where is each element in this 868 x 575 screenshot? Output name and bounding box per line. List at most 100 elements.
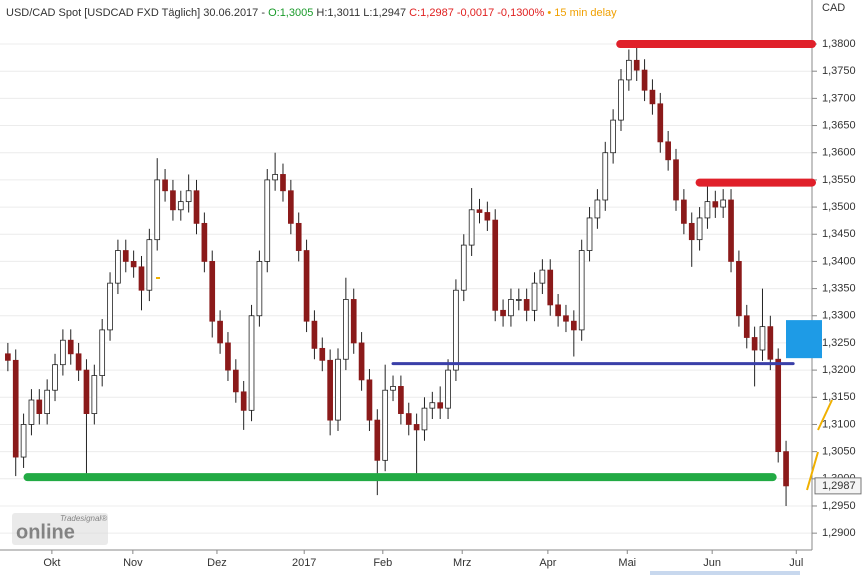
candle-body xyxy=(185,190,192,203)
y-axis-label: CAD xyxy=(822,2,845,14)
candle-body xyxy=(688,222,695,241)
y-tick-label: 1,3150 xyxy=(822,391,856,403)
candle-body xyxy=(130,261,137,268)
scrollbar[interactable] xyxy=(650,571,800,575)
y-tick-label: 1,3450 xyxy=(822,228,856,240)
candle-body xyxy=(146,239,153,291)
drawing-line xyxy=(806,451,819,491)
candle-body xyxy=(225,342,231,371)
candle-body xyxy=(445,369,451,409)
candle-body xyxy=(272,174,278,181)
y-tick-label: 1,3100 xyxy=(822,418,856,430)
candle-body xyxy=(44,389,51,414)
candle-body xyxy=(343,299,349,360)
candle-body xyxy=(295,222,302,251)
candle-body xyxy=(201,222,208,262)
candle-body xyxy=(626,59,632,81)
candle-body xyxy=(107,282,113,331)
candle-body xyxy=(20,424,27,458)
candle-body xyxy=(382,389,389,461)
candle-body xyxy=(52,364,58,391)
y-tick-label: 1,3400 xyxy=(822,255,856,267)
x-tick-label: Apr xyxy=(539,557,556,569)
chart-header: USD/CAD Spot [USDCAD FXD Täglich] 30.06.… xyxy=(6,7,617,19)
candle-body xyxy=(91,375,98,414)
candle-body xyxy=(681,199,687,224)
candle-body xyxy=(783,451,789,487)
candle-body xyxy=(358,342,365,381)
y-tick-label: 1,3350 xyxy=(822,282,856,294)
candle-body xyxy=(390,386,396,391)
candle-body xyxy=(743,315,750,338)
candle-body xyxy=(413,424,420,431)
candle-body xyxy=(468,209,475,246)
y-tick-label: 1,3600 xyxy=(822,147,856,159)
candle-body xyxy=(303,250,310,322)
y-tick-label: 1,3050 xyxy=(822,446,856,458)
candle-body xyxy=(405,413,412,425)
x-tick-label: Mrz xyxy=(453,557,471,569)
candle-body xyxy=(673,159,679,201)
candle-body xyxy=(366,379,373,421)
candle-body xyxy=(170,190,176,211)
y-tick-label: 1,3550 xyxy=(822,174,856,186)
candle-body xyxy=(115,250,121,284)
candle-body xyxy=(75,353,82,371)
candle-body xyxy=(523,299,530,311)
zone-box xyxy=(786,320,822,359)
x-tick-label: Jul xyxy=(789,557,803,569)
candle-body xyxy=(555,304,561,317)
candle-body xyxy=(122,250,129,262)
last-price-box xyxy=(814,477,862,495)
y-tick-label: 1,3750 xyxy=(822,65,856,77)
candle-body xyxy=(460,244,467,291)
candle-body xyxy=(594,199,601,219)
candle-body xyxy=(578,250,585,331)
candle-body xyxy=(177,201,184,211)
candle-body xyxy=(60,339,66,366)
x-tick-label: Nov xyxy=(123,557,143,569)
candle-body xyxy=(657,103,664,143)
candle-body xyxy=(539,269,546,284)
candle-body xyxy=(453,289,459,371)
candle-body xyxy=(280,174,286,192)
header-part: • 15 min delay xyxy=(544,7,617,19)
x-tick-label: Okt xyxy=(43,557,60,569)
y-tick-label: 1,3250 xyxy=(822,337,856,349)
candle-body xyxy=(570,320,577,331)
candle-body xyxy=(704,201,711,219)
logo-name: online xyxy=(16,521,75,543)
x-tick-label: Feb xyxy=(373,557,392,569)
candle-body xyxy=(633,59,640,71)
candle-body xyxy=(327,359,333,421)
y-tick-label: 1,2900 xyxy=(822,527,856,539)
candle-body xyxy=(67,339,74,355)
candle-body xyxy=(665,141,671,161)
candle-body xyxy=(484,212,491,221)
y-tick-label: 1,3800 xyxy=(822,38,856,50)
candle-body xyxy=(586,217,593,251)
candle-body xyxy=(374,419,381,461)
drawing-line xyxy=(817,399,833,431)
candle-body xyxy=(12,359,19,458)
y-tick-label: 1,3650 xyxy=(822,119,856,131)
y-tick-label: 1,3500 xyxy=(822,201,856,213)
candle-body xyxy=(232,369,239,393)
candle-body xyxy=(641,69,648,91)
candle-body xyxy=(437,402,444,409)
candle-body xyxy=(209,261,216,322)
candle-body xyxy=(531,282,538,311)
candle-body xyxy=(264,179,271,262)
candle-body xyxy=(217,320,223,344)
candle-body xyxy=(712,201,719,208)
candle-body xyxy=(154,179,161,241)
logo: Tradesignal® online xyxy=(12,513,108,545)
candle-body xyxy=(28,399,35,425)
candle-body xyxy=(335,358,341,421)
candle-body xyxy=(5,353,11,361)
header-part: H:1,3011 L:1,2947 xyxy=(313,7,409,19)
candle-body xyxy=(421,407,428,431)
candle-body xyxy=(767,326,774,360)
y-tick-label: 1,2950 xyxy=(822,500,856,512)
candle-body xyxy=(618,79,624,121)
